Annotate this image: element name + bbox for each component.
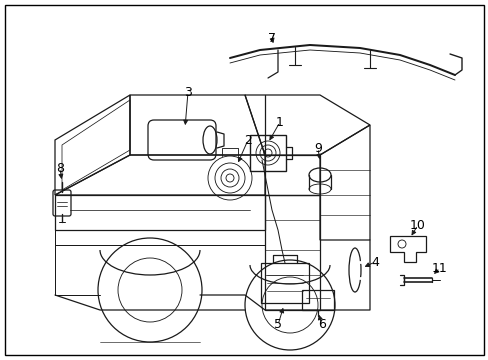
Text: 1: 1 — [276, 116, 284, 129]
Text: 8: 8 — [56, 162, 64, 175]
Text: 10: 10 — [409, 219, 425, 231]
Text: 3: 3 — [183, 86, 192, 99]
Text: 11: 11 — [431, 261, 447, 274]
Text: 7: 7 — [267, 32, 275, 45]
Text: 4: 4 — [370, 256, 378, 269]
Text: 9: 9 — [313, 141, 321, 154]
Text: 6: 6 — [317, 319, 325, 332]
Text: 2: 2 — [244, 134, 251, 147]
Text: 5: 5 — [273, 319, 282, 332]
